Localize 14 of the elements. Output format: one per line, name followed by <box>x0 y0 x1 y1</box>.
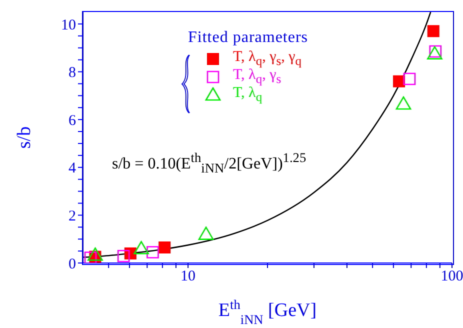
y-tick-label: 4 <box>68 160 76 177</box>
legend-label: T, λ$_{q}$ <box>233 85 262 105</box>
x-axis-title: E$^{th}$$_{iNN}$ [GeV] <box>218 296 317 326</box>
legend-label: T, λ$_{q}$, γ$_{s}$ <box>233 67 282 86</box>
y-tick-label: 2 <box>68 208 76 225</box>
y-tick-label: 0 <box>68 256 76 272</box>
y-axis-title: s/b <box>14 126 35 149</box>
y-tick-label: 10 <box>61 17 76 34</box>
y-tick-label: 8 <box>68 65 76 82</box>
y-tick-label: 6 <box>68 112 76 129</box>
annotation: s/b = 0.10(E$^{th}$$_{iNN}$/2[GeV])$^{1.25}$ <box>112 150 306 177</box>
legend-title: Fitted parameters <box>188 29 310 46</box>
legend-label: T, λ$_{q}$, γ$_{s}$, γ$_{q}$ <box>233 49 302 68</box>
x-tick-label: 100 <box>440 268 463 285</box>
